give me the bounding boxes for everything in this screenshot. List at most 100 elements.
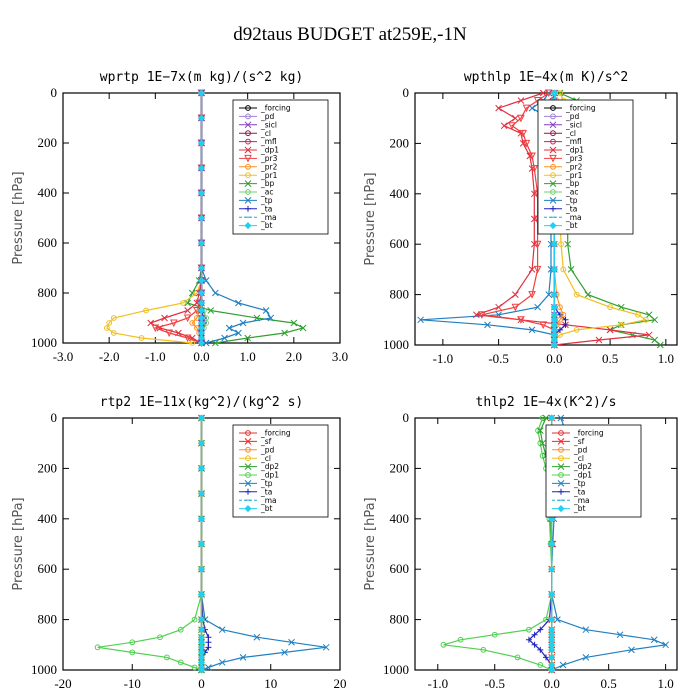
legend-label: _forcing <box>565 104 596 113</box>
y-tick-label: 200 <box>38 135 58 150</box>
data-point_tp <box>650 636 658 644</box>
data-point_dp1 <box>94 644 101 651</box>
data-point_bt <box>197 89 206 97</box>
y-tick-label: 600 <box>390 236 410 251</box>
data-point_ta <box>537 646 544 653</box>
legend-marker <box>550 163 556 170</box>
y-tick-label: 600 <box>38 561 58 576</box>
legend-marker <box>549 121 557 129</box>
x-tick-label: 20 <box>334 676 347 691</box>
chart-panels: wprtp 1E−7x(m kg)/(s^2 kg) Pressure [hPa]… <box>11 70 678 691</box>
data-point_bt <box>197 114 206 122</box>
data-point_bt <box>197 464 206 472</box>
data-point_dp1 <box>530 190 538 198</box>
data-point_pr1 <box>189 340 196 346</box>
series_pr1 <box>103 90 205 346</box>
data-point_pr3 <box>522 104 531 113</box>
data-point_dp1 <box>530 240 538 248</box>
legend-label: _tp <box>260 479 273 488</box>
data-point_ta <box>562 321 569 328</box>
legend-marker <box>245 430 251 436</box>
x-tick-label: 0.0 <box>193 349 209 364</box>
data-point_bt <box>197 214 206 222</box>
legend-marker <box>557 438 565 445</box>
y-tick-label: 600 <box>390 561 410 576</box>
y-tick-label: 400 <box>38 511 58 526</box>
data-point_bt <box>197 139 206 147</box>
data-point_tp <box>322 643 330 651</box>
legend-marker <box>558 455 564 462</box>
data-point_bp <box>564 240 572 248</box>
data-point_dp2 <box>542 414 550 422</box>
legend-marker <box>244 438 252 445</box>
data-point_bt <box>197 590 206 598</box>
data-point_dp1 <box>500 122 508 130</box>
legend-marker <box>245 472 251 478</box>
data-point_bt <box>548 414 556 422</box>
legend-label: _bp <box>565 179 580 188</box>
legend-label: _ma <box>260 496 277 505</box>
data-point_tp <box>205 664 212 671</box>
legend-label: _dp2 <box>260 462 279 471</box>
data-point_bp <box>281 329 288 337</box>
budget-panel-2: wpthlp 1E−4x(m K)/s^2 Pressure [hPa] 0 200 4… <box>363 70 678 366</box>
legend-marker <box>244 146 252 154</box>
data-point_pr1 <box>143 307 150 314</box>
legend-marker <box>549 180 557 187</box>
legend-marker <box>550 113 556 120</box>
data-point_pr1 <box>573 291 580 298</box>
data-point_bp <box>244 334 252 342</box>
data-point_tp <box>662 641 669 649</box>
data-point_dp1 <box>595 336 603 344</box>
data-point_pr1 <box>560 266 567 273</box>
data-point_tp <box>559 661 567 669</box>
data-point_ta <box>543 654 549 661</box>
legend-marker <box>244 480 252 487</box>
x-tick-label: -1.0 <box>433 351 454 366</box>
series-line_dp1 <box>97 418 203 671</box>
legend-marker <box>245 446 251 453</box>
data-point_pr3 <box>519 129 527 138</box>
legend-label: _pr1 <box>565 171 583 180</box>
legend-marker <box>244 222 252 230</box>
data-point_pr3 <box>522 139 531 148</box>
data-point_pr3 <box>533 265 542 274</box>
y-tick-label: 400 <box>38 185 58 200</box>
legend-label: _tp <box>565 196 578 205</box>
legend-label: _pr2 <box>260 162 278 171</box>
data-point_bt <box>197 164 206 172</box>
legend-box <box>545 424 642 518</box>
legend-label: _ma <box>573 496 590 505</box>
legend-label: _cl <box>573 454 584 463</box>
legend-marker <box>245 488 251 495</box>
y-tick-label: 400 <box>390 511 410 526</box>
data-point_dp1 <box>457 636 464 643</box>
legend-label: _dp1 <box>260 146 279 155</box>
y-axis-label: Pressure [hPa] <box>11 171 26 264</box>
data-point_bt <box>197 439 206 447</box>
x-tick-label: 2.0 <box>286 349 302 364</box>
data-point_ta <box>562 316 569 323</box>
data-point_pr2 <box>189 320 196 326</box>
legend-label: _bt <box>260 504 273 513</box>
data-point_bt <box>197 289 206 297</box>
data-point_dp1 <box>129 649 136 656</box>
data-point_pr3 <box>528 152 536 161</box>
y-axis-label: Pressure [hPa] <box>363 172 378 265</box>
legend-marker <box>245 113 251 120</box>
x-tick-label: 0.0 <box>544 676 560 691</box>
data-point_bt <box>197 276 206 285</box>
data-point_dp1 <box>495 104 502 112</box>
data-point_dp1 <box>177 659 184 666</box>
data-point_pr3 <box>517 114 525 123</box>
legend-marker <box>244 197 252 204</box>
legend-marker <box>245 163 251 170</box>
data-point_tp <box>267 314 275 322</box>
y-tick-label: 800 <box>390 612 410 627</box>
legend-marker <box>558 488 564 495</box>
panel-title: thlp2 1E−4x(K^2)/s <box>476 395 617 410</box>
data-point_ta <box>205 639 212 646</box>
legend-label: _dp1 <box>573 471 592 480</box>
data-point_ta <box>531 641 538 648</box>
